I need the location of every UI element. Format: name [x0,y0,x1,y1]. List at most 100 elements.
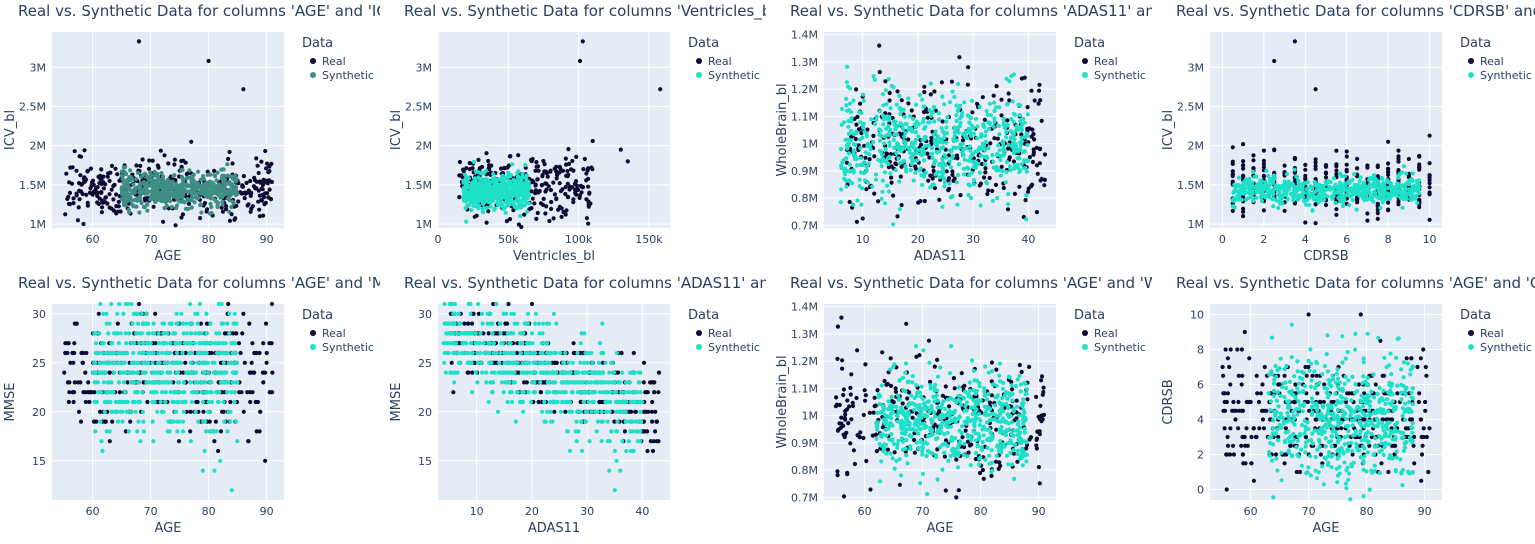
real-point [562,210,566,214]
real-point [99,167,103,171]
synthetic-point [1293,168,1297,172]
synthetic-point [176,322,180,326]
real-point [257,171,261,175]
synthetic-point [992,101,996,105]
synthetic-point [182,390,186,394]
synthetic-point [232,322,236,326]
real-point [79,190,83,194]
real-point [134,163,138,167]
real-point [86,201,90,205]
legend-item-synthetic[interactable]: Synthetic [1460,68,1532,82]
synthetic-point [174,341,178,345]
synthetic-point [199,191,203,195]
synthetic-point [1025,143,1029,147]
synthetic-point [940,174,944,178]
synthetic-point [200,390,204,394]
synthetic-point [489,198,493,202]
synthetic-point [487,193,491,197]
real-point [1396,154,1400,158]
real-point [923,199,927,203]
legend-item-real[interactable]: Real [1460,54,1532,68]
real-point [68,191,72,195]
synthetic-point [171,174,175,178]
synthetic-point [1411,185,1415,189]
real-point [89,167,93,171]
synthetic-point [138,439,142,443]
synthetic-point [880,190,884,194]
x-tick-label: 2 [1260,233,1267,246]
real-marker-icon [696,58,702,64]
synthetic-point [991,199,995,203]
synthetic-point [865,134,869,138]
synthetic-point [1348,181,1352,185]
real-point [1283,209,1287,213]
real-point [239,351,243,355]
legend-item-real[interactable]: Real [302,54,374,68]
synthetic-point [207,410,211,414]
synthetic-point [1251,170,1255,174]
real-point [67,380,71,384]
x-tick-label: 70 [144,233,158,246]
synthetic-point [970,123,974,127]
legend-item-real[interactable]: Real [688,54,760,68]
synthetic-point [1006,202,1010,206]
synthetic-point [908,114,912,118]
legend-item-synthetic[interactable]: Synthetic [1074,68,1146,82]
real-point [536,211,540,215]
synthetic-point [229,205,233,209]
synthetic-point [178,361,182,365]
real-point [265,162,269,166]
real-point [1007,91,1011,95]
real-point [876,199,880,203]
synthetic-point [1291,198,1295,202]
synthetic-point [508,181,512,185]
real-point [1428,185,1432,189]
real-point [268,188,272,192]
synthetic-point [163,196,167,200]
synthetic-point [1009,74,1013,78]
real-point [549,207,553,211]
synthetic-point [116,331,120,335]
real-point [573,188,577,192]
synthetic-point [152,322,156,326]
real-point [549,188,553,192]
real-point [261,187,265,191]
synthetic-point [840,166,844,170]
synthetic-point [918,93,922,97]
scatter-panel-5: Real vs. Synthetic Data for columns 'AGE… [0,272,384,544]
synthetic-point [207,183,211,187]
synthetic-point [934,142,938,146]
real-point [983,166,987,170]
synthetic-point [883,170,887,174]
real-point [270,180,274,184]
synthetic-point [845,143,849,147]
legend-item-synthetic[interactable]: Synthetic [302,68,374,82]
synthetic-point [1302,199,1306,203]
synthetic-point [1283,186,1287,190]
real-point [1324,163,1328,167]
synthetic-point [1305,187,1309,191]
real-point [559,189,563,193]
real-point [871,134,875,138]
synthetic-point [193,180,197,184]
synthetic-point [184,207,188,211]
synthetic-point [155,188,159,192]
real-point [187,202,191,206]
legend-item-real[interactable]: Real [302,326,374,340]
synthetic-point [104,361,108,365]
legend-item-synthetic[interactable]: Synthetic [302,340,374,354]
real-point [1026,105,1030,109]
synthetic-point [1010,144,1014,148]
synthetic-point [928,108,932,112]
real-point [553,192,557,196]
synthetic-point [215,178,219,182]
synthetic-point [234,420,238,424]
legend-item-synthetic[interactable]: Synthetic [688,68,760,82]
synthetic-point [206,361,210,365]
synthetic-point [1237,176,1241,180]
real-point [87,400,91,404]
synthetic-point [1005,102,1009,106]
legend-item-real[interactable]: Real [1074,54,1146,68]
synthetic-point [857,110,861,114]
real-point [114,192,118,196]
